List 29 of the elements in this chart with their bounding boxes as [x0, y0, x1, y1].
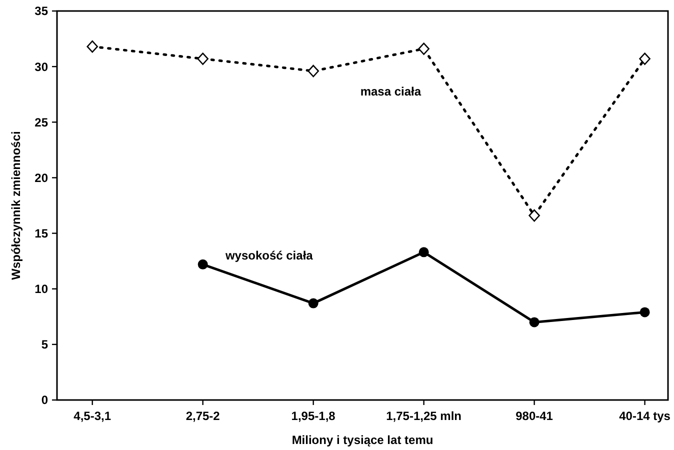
y-axis-title: Współczynnik zmienności [9, 131, 23, 280]
point [198, 259, 208, 270]
point [308, 298, 318, 308]
x-tick-label: 1,75-1,25 mln [386, 409, 462, 423]
point [418, 247, 429, 258]
y-tick-label: 0 [41, 393, 48, 408]
x-tick-label: 980-41 [516, 409, 554, 423]
y-tick-label: 10 [34, 282, 48, 296]
point [308, 64, 319, 78]
point [528, 209, 540, 222]
x-tick-label: 2,75-2 [186, 409, 220, 423]
y-tick-label: 35 [34, 4, 48, 18]
y-tick-label: 5 [41, 338, 48, 352]
series-label: wysokość ciała [224, 248, 314, 263]
x-tick-label: 40-14 tys [619, 409, 671, 423]
y-tick-label: 30 [34, 60, 48, 74]
y-tick-label: 25 [34, 115, 48, 130]
point [529, 317, 540, 328]
point [639, 52, 650, 65]
point [418, 42, 430, 55]
point [197, 52, 208, 65]
x-tick-label: 4,5-3,1 [74, 409, 112, 423]
x-axis-title: Miliony i tysiące lat temu [292, 433, 434, 447]
y-tick-label: 15 [34, 226, 48, 240]
y-tick-label: 20 [34, 170, 48, 185]
point [86, 40, 98, 53]
series-label: masa ciała [360, 84, 422, 98]
point [640, 307, 650, 318]
x-tick-label: 1,95-1,8 [291, 409, 336, 423]
